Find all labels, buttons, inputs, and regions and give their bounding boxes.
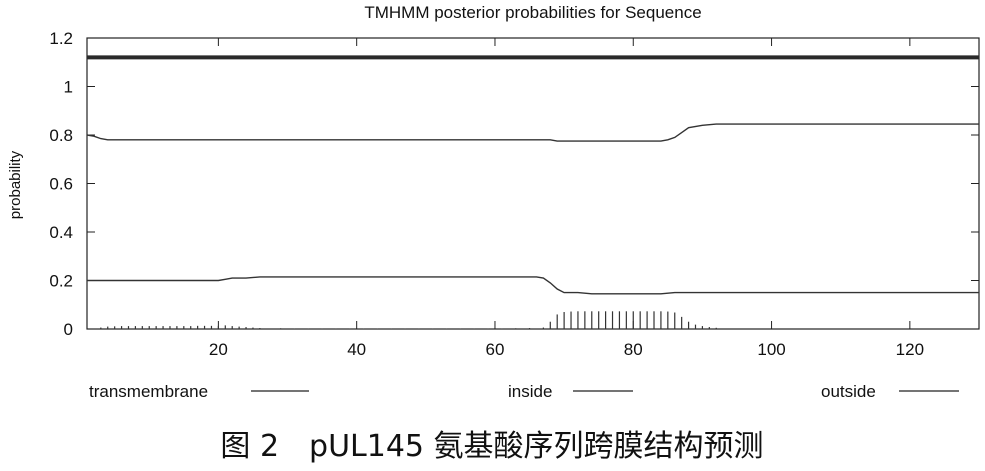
chart-title: TMHMM posterior probabilities for Sequen…: [364, 3, 701, 22]
x-tick-label: 20: [209, 340, 228, 359]
legend-label-outside: outside: [821, 382, 876, 401]
legend-label-inside: inside: [508, 382, 552, 401]
y-tick-label: 0.4: [49, 223, 73, 242]
x-tick-label: 120: [896, 340, 924, 359]
x-axis-ticks: 20 40 60 80 100 120: [209, 38, 924, 359]
figure-caption: 图 2 pUL145 氨基酸序列跨膜结构预测: [220, 429, 763, 464]
legend-label-transmembrane: transmembrane: [89, 382, 208, 401]
y-tick-label: 0.6: [49, 175, 73, 194]
y-tick-label: 0.8: [49, 126, 73, 145]
x-tick-label: 100: [757, 340, 785, 359]
y-axis-title: probability: [7, 150, 24, 219]
series-line-inside: [87, 276, 979, 295]
legend-item-outside: outside: [821, 382, 959, 401]
y-axis-ticks: 0 0.2 0.4 0.6 0.8 1 1.2: [49, 29, 979, 339]
legend-item-transmembrane: transmembrane: [89, 382, 309, 401]
legend: transmembrane inside outside: [89, 382, 959, 401]
plot-frame: [86, 37, 980, 330]
x-tick-label: 60: [486, 340, 505, 359]
x-tick-label: 40: [347, 340, 366, 359]
series-layer: [86, 55, 979, 329]
y-tick-label: 0: [64, 320, 73, 339]
y-tick-label: 0.2: [49, 272, 73, 291]
y-tick-label: 1: [64, 78, 73, 97]
legend-item-inside: inside: [508, 382, 633, 401]
series-line-outside: [86, 123, 979, 142]
y-tick-label: 1.2: [49, 29, 73, 48]
x-tick-label: 80: [624, 340, 643, 359]
